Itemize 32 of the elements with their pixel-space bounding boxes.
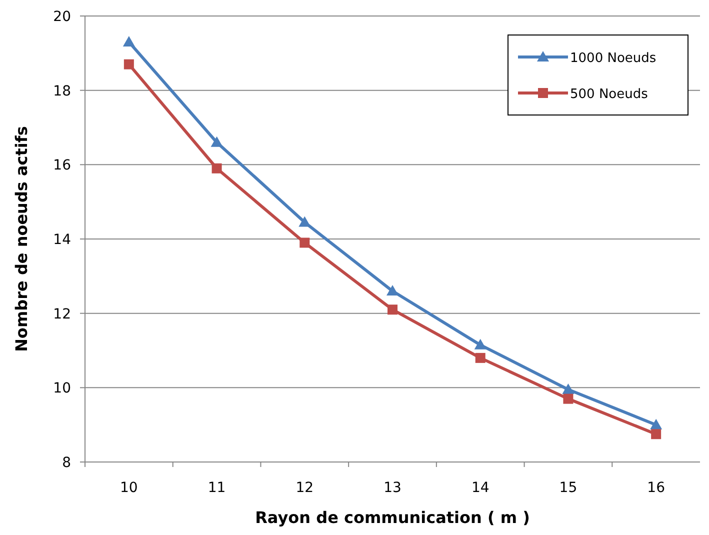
- y-tick-label: 20: [53, 9, 71, 25]
- legend-label: 500 Noeuds: [570, 87, 648, 102]
- y-tick-label: 10: [53, 380, 71, 397]
- y-tick-label: 16: [53, 158, 72, 174]
- legend-label: 1000 Noeuds: [570, 51, 656, 66]
- point: [651, 429, 662, 440]
- x-tick-label: 11: [208, 480, 226, 496]
- point: [298, 216, 311, 227]
- point: [475, 352, 486, 363]
- point: [212, 163, 222, 174]
- y-tick-label: 18: [53, 83, 71, 100]
- point: [474, 338, 486, 350]
- x-axis-title: Rayon de communication ( m ): [255, 508, 530, 527]
- point: [210, 136, 223, 147]
- x-tick-label: 14: [471, 480, 490, 496]
- x-tick-label: 12: [296, 480, 314, 496]
- y-axis-title: Nombre de noeuds actifs: [12, 126, 31, 352]
- x-tick-label: 16: [647, 480, 666, 496]
- x-tick-label: 15: [559, 480, 578, 496]
- y-tick-label: 8: [62, 455, 71, 471]
- point: [388, 304, 398, 315]
- point: [563, 394, 574, 404]
- point: [386, 285, 398, 296]
- y-tick-label: 12: [53, 306, 71, 322]
- x-tick-label: 10: [120, 480, 138, 496]
- x-tick-label: 13: [384, 480, 402, 496]
- point: [562, 384, 574, 394]
- y-tick-label: 14: [53, 232, 72, 248]
- point: [122, 36, 135, 47]
- point: [124, 59, 134, 70]
- point: [300, 238, 310, 248]
- point: [650, 418, 662, 430]
